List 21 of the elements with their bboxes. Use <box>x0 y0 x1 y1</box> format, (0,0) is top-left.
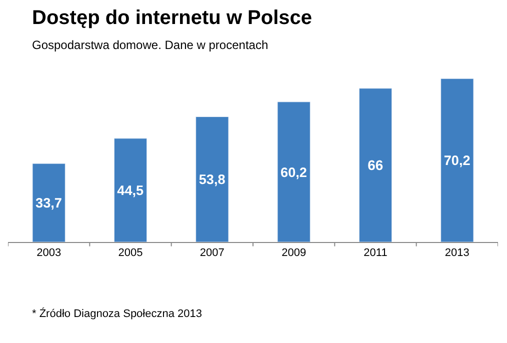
bar <box>196 116 229 242</box>
bar <box>114 138 148 242</box>
x-tick-label: 2009 <box>282 247 306 260</box>
bar <box>358 88 392 242</box>
x-tick-label: 2003 <box>36 247 62 260</box>
data-label: 44,5 <box>117 183 144 198</box>
data-label: 33,7 <box>36 196 62 211</box>
text: * Źródło Diagnoza Społeczna 2013 <box>32 307 202 320</box>
chart-title: Dostęp do internetu w Polsce <box>32 7 312 29</box>
x-tick-label: 2007 <box>200 247 224 260</box>
x-tick-label: 2005 <box>118 247 143 260</box>
bar <box>32 163 66 242</box>
chart-subtitle: Gospodarstwa domowe. Dane w procentach <box>32 38 268 52</box>
data-label: 70,2 <box>444 153 471 168</box>
data-label: 53,8 <box>198 172 226 188</box>
bar <box>440 78 474 242</box>
x-tick-label: 2013 <box>444 247 470 260</box>
data-label: 66 <box>368 157 384 174</box>
bar <box>277 102 310 242</box>
x-tick-label: 2011 <box>364 247 388 260</box>
data-label: 60,2 <box>280 164 308 180</box>
